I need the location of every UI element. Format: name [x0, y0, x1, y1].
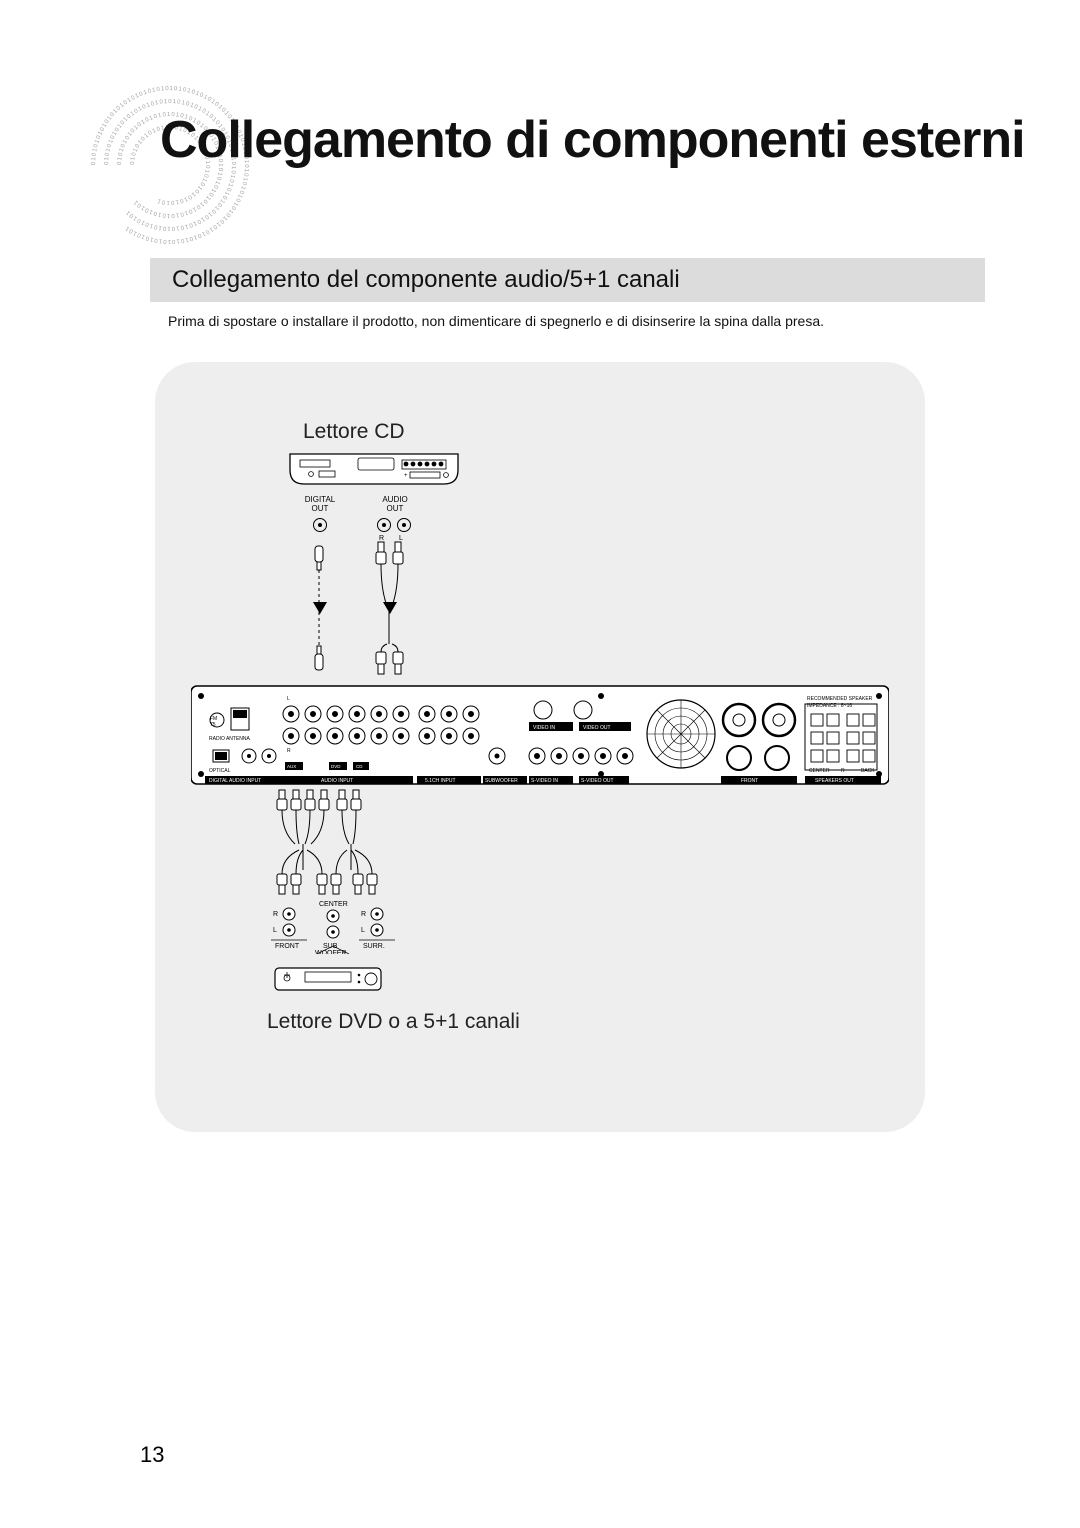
svg-text:R: R: [361, 911, 366, 918]
svg-text:R: R: [287, 748, 291, 754]
connection-diagram: Lettore CD + DIGITAL OUT AUDIO OUT: [155, 362, 925, 1132]
warning-text: Prima di spostare o installare il prodot…: [168, 312, 985, 331]
svg-text:BACK: BACK: [861, 768, 875, 774]
svg-text:L: L: [361, 927, 365, 934]
svg-text:R: R: [273, 911, 278, 918]
svg-text:75: 75: [210, 722, 216, 728]
page-title: Collegamento di componenti esterni: [160, 110, 1025, 170]
cd-audio-l-jack: [397, 518, 411, 532]
arrow-down-icon: [383, 602, 397, 614]
svg-text:R: R: [841, 768, 845, 774]
dvd-cables: [273, 788, 413, 898]
svg-text:VIDEO OUT: VIDEO OUT: [583, 725, 611, 731]
svg-text:FRONT: FRONT: [741, 778, 758, 784]
svg-text:AUX: AUX: [287, 764, 296, 769]
svg-text:CD: CD: [356, 764, 363, 769]
dvd-player-label: Lettore DVD o a 5+1 canali: [267, 1010, 520, 1034]
section-subtitle: Collegamento del componente audio/5+1 ca…: [172, 266, 680, 294]
svg-text:FRONT: FRONT: [275, 943, 300, 950]
manual-page: 0101010101010101010101010101010101010101…: [0, 0, 1080, 1528]
svg-text:RECOMMENDED SPEAKER: RECOMMENDED SPEAKER: [807, 696, 873, 702]
cd-audio-r-jack: [377, 518, 391, 532]
av-receiver-rear-panel: FM 75 RADIO ANTENNA OPTICAL DIGITAL AUDI…: [191, 680, 889, 792]
cd-audio-out-label: AUDIO OUT: [379, 496, 411, 514]
svg-text:DVD: DVD: [331, 764, 341, 769]
page-number: 13: [140, 1442, 164, 1468]
svg-text:S-VIDEO IN: S-VIDEO IN: [531, 778, 558, 784]
svg-text:L: L: [287, 696, 290, 702]
cd-digital-out-label: DIGITAL OUT: [301, 496, 339, 514]
svg-text:L: L: [273, 927, 277, 934]
svg-text:S-VIDEO OUT: S-VIDEO OUT: [581, 778, 614, 784]
svg-text:OPTICAL: OPTICAL: [209, 768, 231, 774]
svg-text:5.1CH INPUT: 5.1CH INPUT: [425, 778, 456, 784]
svg-text:CENTER: CENTER: [809, 768, 830, 774]
svg-text:RADIO ANTENNA: RADIO ANTENNA: [209, 736, 251, 742]
svg-text:SUB: SUB: [323, 943, 338, 950]
cd-player-icon: +: [286, 450, 462, 490]
dvd-player-icon: [273, 962, 383, 998]
svg-text:AUDIO INPUT: AUDIO INPUT: [321, 778, 353, 784]
svg-text:SURR.: SURR.: [363, 943, 385, 950]
svg-text:DIGITAL AUDIO INPUT: DIGITAL AUDIO INPUT: [209, 778, 261, 784]
section-subtitle-bar: Collegamento del componente audio/5+1 ca…: [150, 258, 985, 302]
svg-text:CENTER: CENTER: [319, 901, 348, 908]
svg-text:SPEAKERS OUT: SPEAKERS OUT: [815, 778, 854, 784]
svg-text:SUBWOOFER: SUBWOOFER: [485, 778, 518, 784]
svg-text:IMPEDANCE : 8~16: IMPEDANCE : 8~16: [807, 703, 852, 709]
cd-digital-out-jack: [313, 518, 327, 532]
cd-player-label: Lettore CD: [303, 420, 405, 444]
arrow-down-icon: [313, 602, 327, 614]
dvd-jack-panel: CENTER R L R L FRONT SUB WOOFER SURR.: [267, 898, 397, 954]
svg-text:VIDEO IN: VIDEO IN: [533, 725, 555, 731]
svg-text:+: +: [404, 473, 408, 479]
